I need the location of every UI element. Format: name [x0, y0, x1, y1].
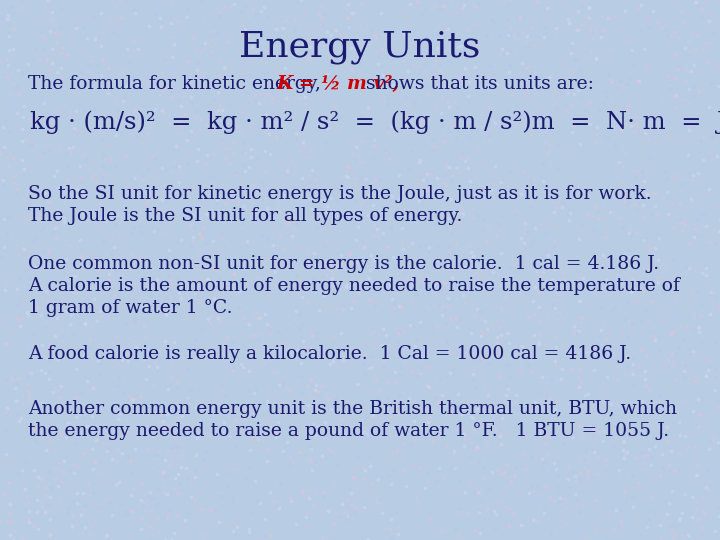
Text: the energy needed to raise a pound of water 1 °F.   1 BTU = 1055 J.: the energy needed to raise a pound of wa… — [28, 422, 669, 440]
Text: So the SI unit for kinetic energy is the Joule, just as it is for work.: So the SI unit for kinetic energy is the… — [28, 185, 652, 203]
Text: kg · (m/s)²  =  kg · m² / s²  =  (kg · m / s²)m  =  N· m  =  J: kg · (m/s)² = kg · m² / s² = (kg · m / s… — [30, 110, 720, 133]
Text: A food calorie is really a kilocalorie.  1 Cal = 1000 cal = 4186 J.: A food calorie is really a kilocalorie. … — [28, 345, 631, 363]
Text: The Joule is the SI unit for all types of energy.: The Joule is the SI unit for all types o… — [28, 207, 462, 225]
Text: The formula for kinetic energy,: The formula for kinetic energy, — [28, 75, 327, 93]
Text: K = ½ m v²,: K = ½ m v², — [276, 75, 399, 93]
Text: Energy Units: Energy Units — [239, 30, 481, 64]
Text: shows that its units are:: shows that its units are: — [360, 75, 594, 93]
Text: A calorie is the amount of energy needed to raise the temperature of: A calorie is the amount of energy needed… — [28, 277, 680, 295]
Text: One common non-SI unit for energy is the calorie.  1 cal = 4.186 J.: One common non-SI unit for energy is the… — [28, 255, 659, 273]
Text: 1 gram of water 1 °C.: 1 gram of water 1 °C. — [28, 299, 233, 317]
Text: Another common energy unit is the British thermal unit, BTU, which: Another common energy unit is the Britis… — [28, 400, 677, 418]
